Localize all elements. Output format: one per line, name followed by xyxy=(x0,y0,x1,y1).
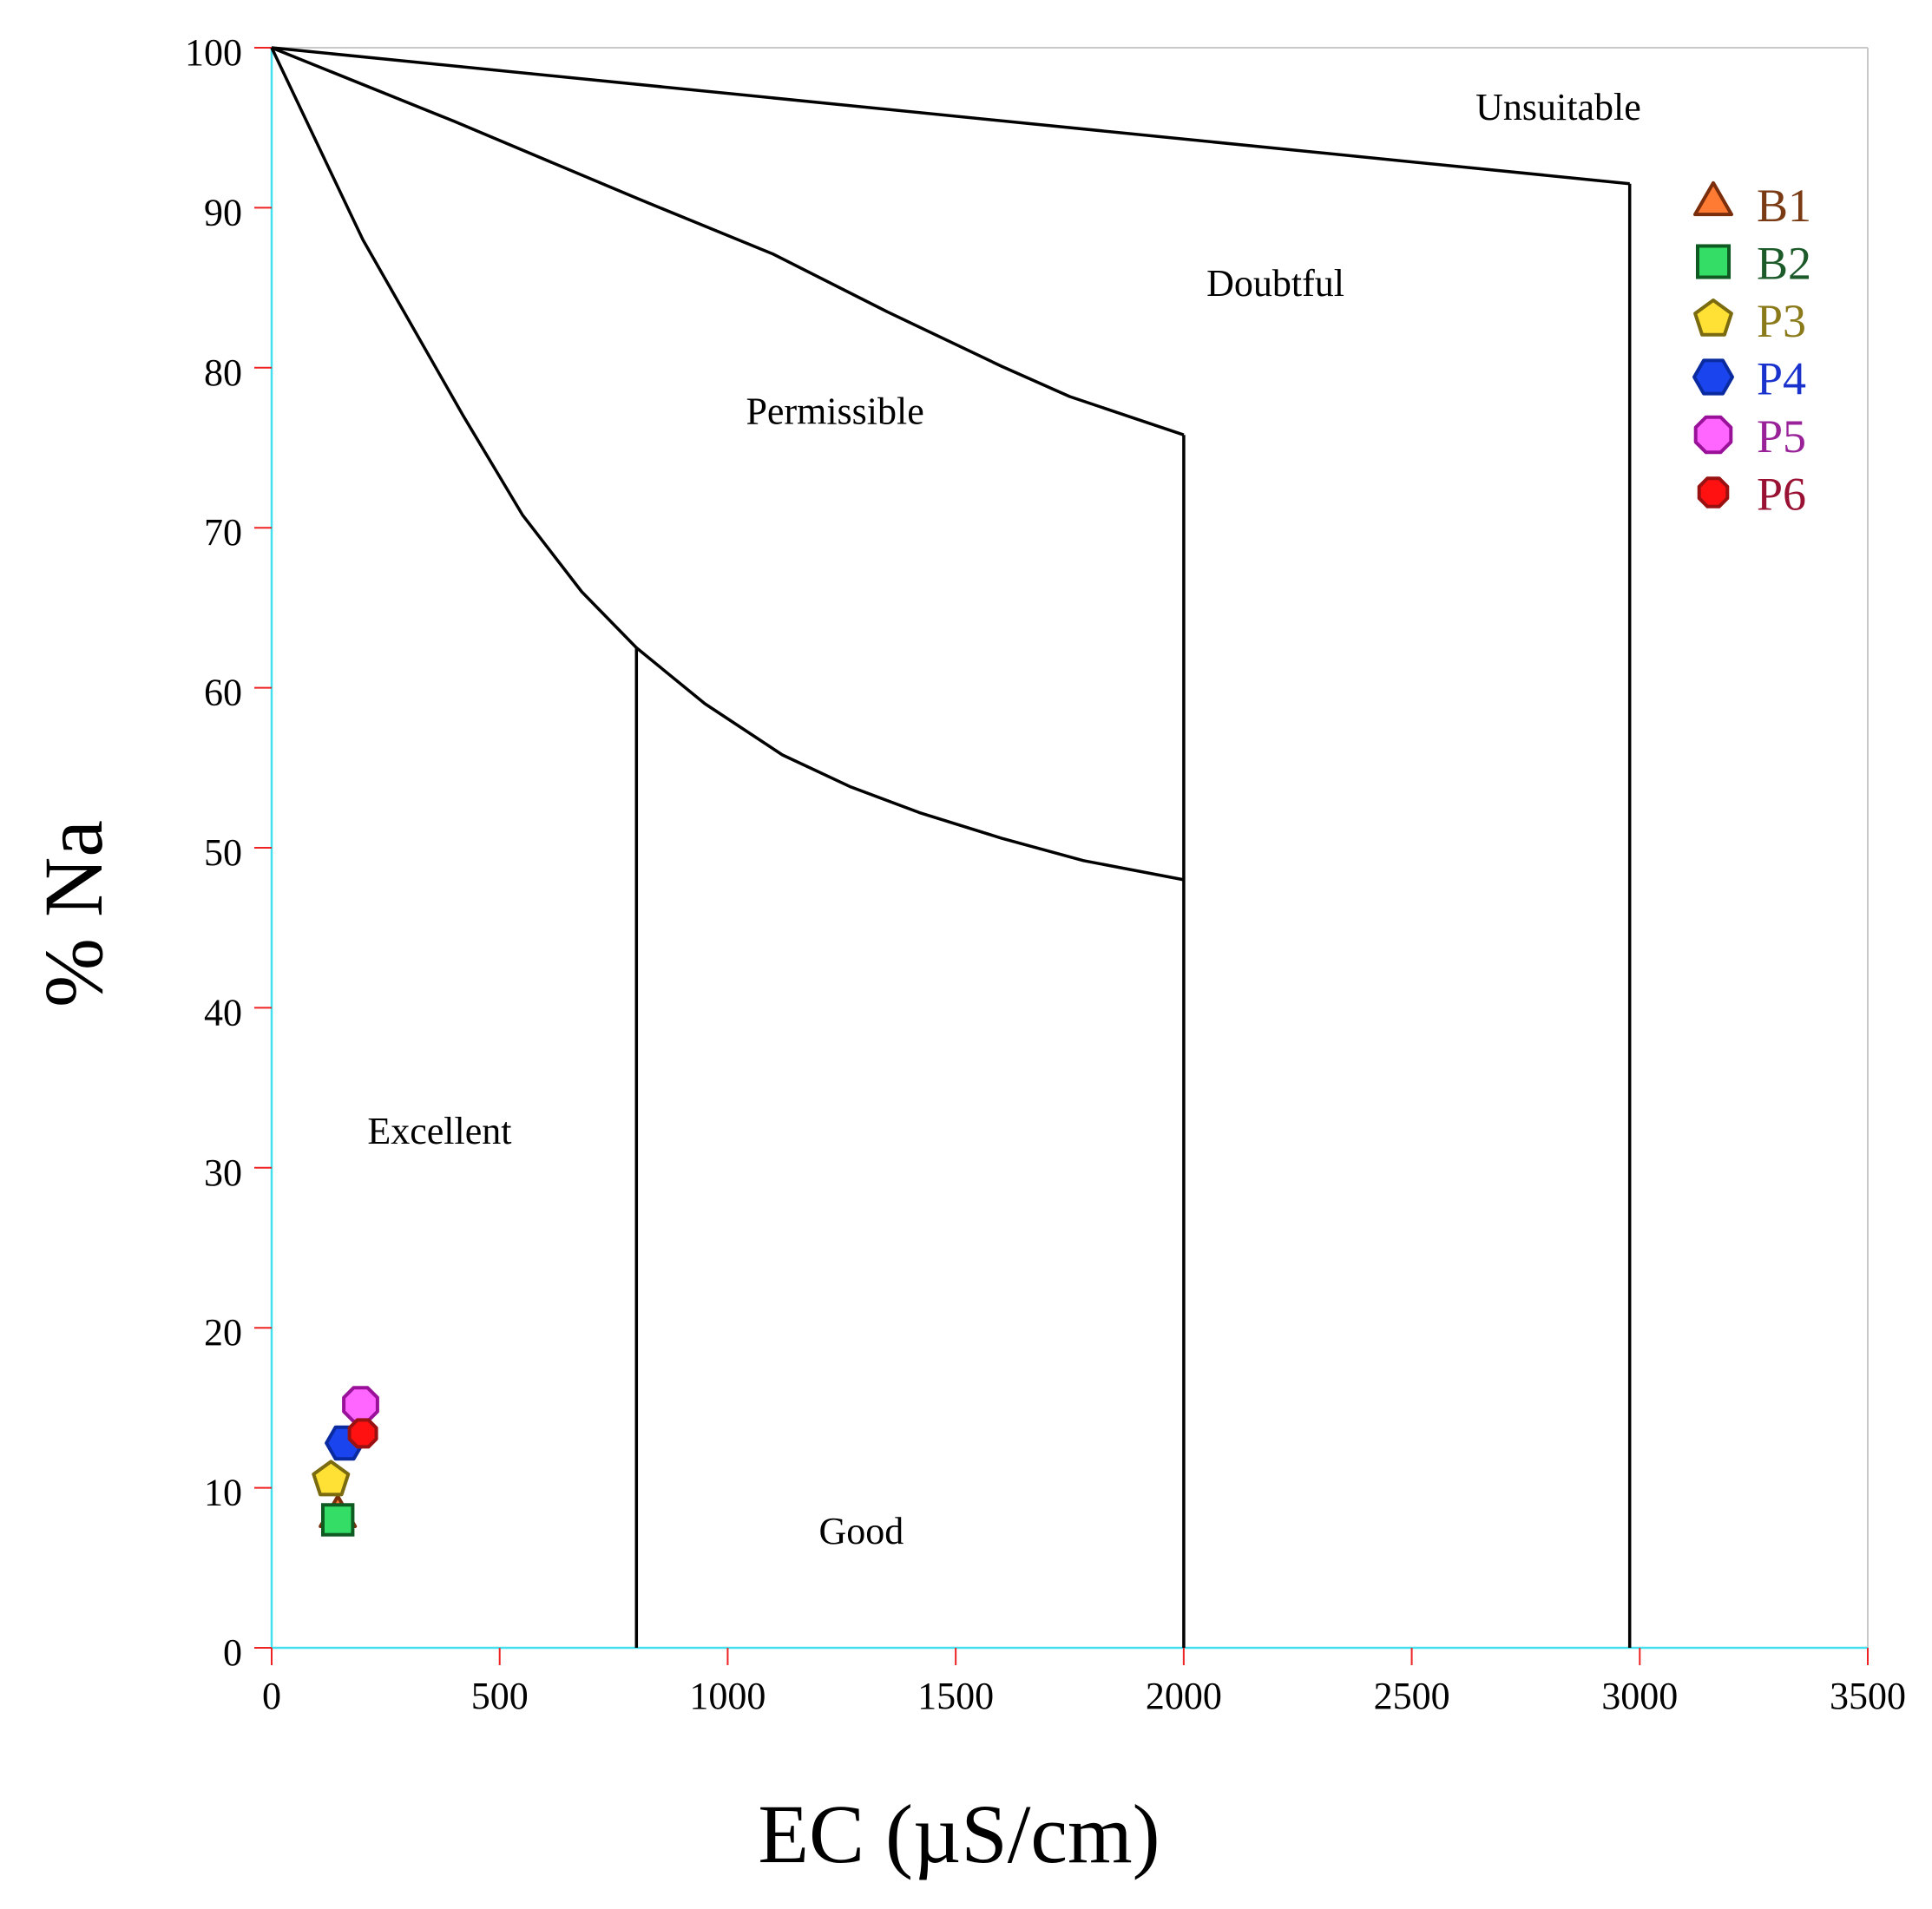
y-tick-label: 90 xyxy=(204,191,242,233)
legend-item-p3: P3 xyxy=(1693,295,1806,347)
x-tick-label: 0 xyxy=(262,1675,281,1717)
x-axis-title: EC (µS/cm) xyxy=(758,1788,1160,1880)
legend-item-b1: B1 xyxy=(1693,180,1811,232)
y-tick-label: 30 xyxy=(204,1151,242,1194)
y-tick-label: 0 xyxy=(223,1631,242,1674)
y-tick-label: 80 xyxy=(204,351,242,394)
legend-label-p3: P3 xyxy=(1757,295,1806,347)
legend-label-p5: P5 xyxy=(1757,410,1806,462)
permissible-doubtful-boundary xyxy=(271,46,1185,436)
region-labels: Unsuitable Doubtful Permissible Excellent Go… xyxy=(367,86,1640,1552)
y-tick-label: 70 xyxy=(204,511,242,554)
classification-boundaries xyxy=(270,46,1632,1648)
good-permissible-boundary xyxy=(635,646,1185,882)
legend-marker-p6 xyxy=(1697,476,1730,508)
legend-label-b1: B1 xyxy=(1757,180,1811,232)
legend-item-p5: P5 xyxy=(1693,410,1806,462)
legend-marker-b2 xyxy=(1695,244,1732,279)
legend-label-b2: B2 xyxy=(1757,238,1811,290)
point-p3 xyxy=(312,1460,351,1497)
x-tick-label: 3000 xyxy=(1601,1675,1678,1717)
x-tick-label: 1000 xyxy=(689,1675,766,1717)
region-label-unsuitable: Unsuitable xyxy=(1475,86,1641,128)
legend-label-p4: P4 xyxy=(1757,353,1806,405)
doubtful-unsuitable-boundary xyxy=(271,46,1630,186)
y-tick-label: 20 xyxy=(204,1311,242,1354)
y-tick-label: 10 xyxy=(204,1472,242,1514)
legend-item-b2: B2 xyxy=(1695,238,1811,290)
region-label-excellent: Excellent xyxy=(367,1110,511,1152)
y-tick-label: 50 xyxy=(204,831,242,874)
x-tick-label: 3500 xyxy=(1830,1675,1906,1717)
point-p6 xyxy=(347,1418,378,1449)
x-tick-label: 500 xyxy=(471,1675,529,1717)
point-b2 xyxy=(320,1503,355,1537)
region-label-doubtful: Doubtful xyxy=(1206,262,1344,305)
legend-marker-p4 xyxy=(1692,358,1734,396)
legend-label-p6: P6 xyxy=(1757,469,1806,521)
legend-item-p4: P4 xyxy=(1692,353,1806,405)
x-tick-label: 2500 xyxy=(1374,1675,1450,1717)
legend-marker-b1 xyxy=(1693,180,1733,217)
y-axis-title: % Na xyxy=(27,820,120,1007)
region-label-good: Good xyxy=(819,1510,904,1552)
data-points xyxy=(312,1386,379,1537)
excellent-good-boundary xyxy=(270,47,638,649)
legend-item-p6: P6 xyxy=(1697,469,1806,521)
y-tick-label: 100 xyxy=(185,31,242,74)
region-label-permissible: Permissible xyxy=(746,390,923,432)
x-tick-label: 1500 xyxy=(917,1675,994,1717)
y-tick-label: 40 xyxy=(204,991,242,1033)
x-tick-label: 2000 xyxy=(1146,1675,1222,1717)
legend-marker-p5 xyxy=(1693,415,1733,455)
point-p5 xyxy=(342,1386,379,1424)
axis-ticks: 0 500 1000 1500 2000 2500 3000 3500 0 10 20 30 40 50 6… xyxy=(185,31,1906,1717)
y-tick-label: 60 xyxy=(204,672,242,714)
legend-marker-p3 xyxy=(1693,298,1733,337)
